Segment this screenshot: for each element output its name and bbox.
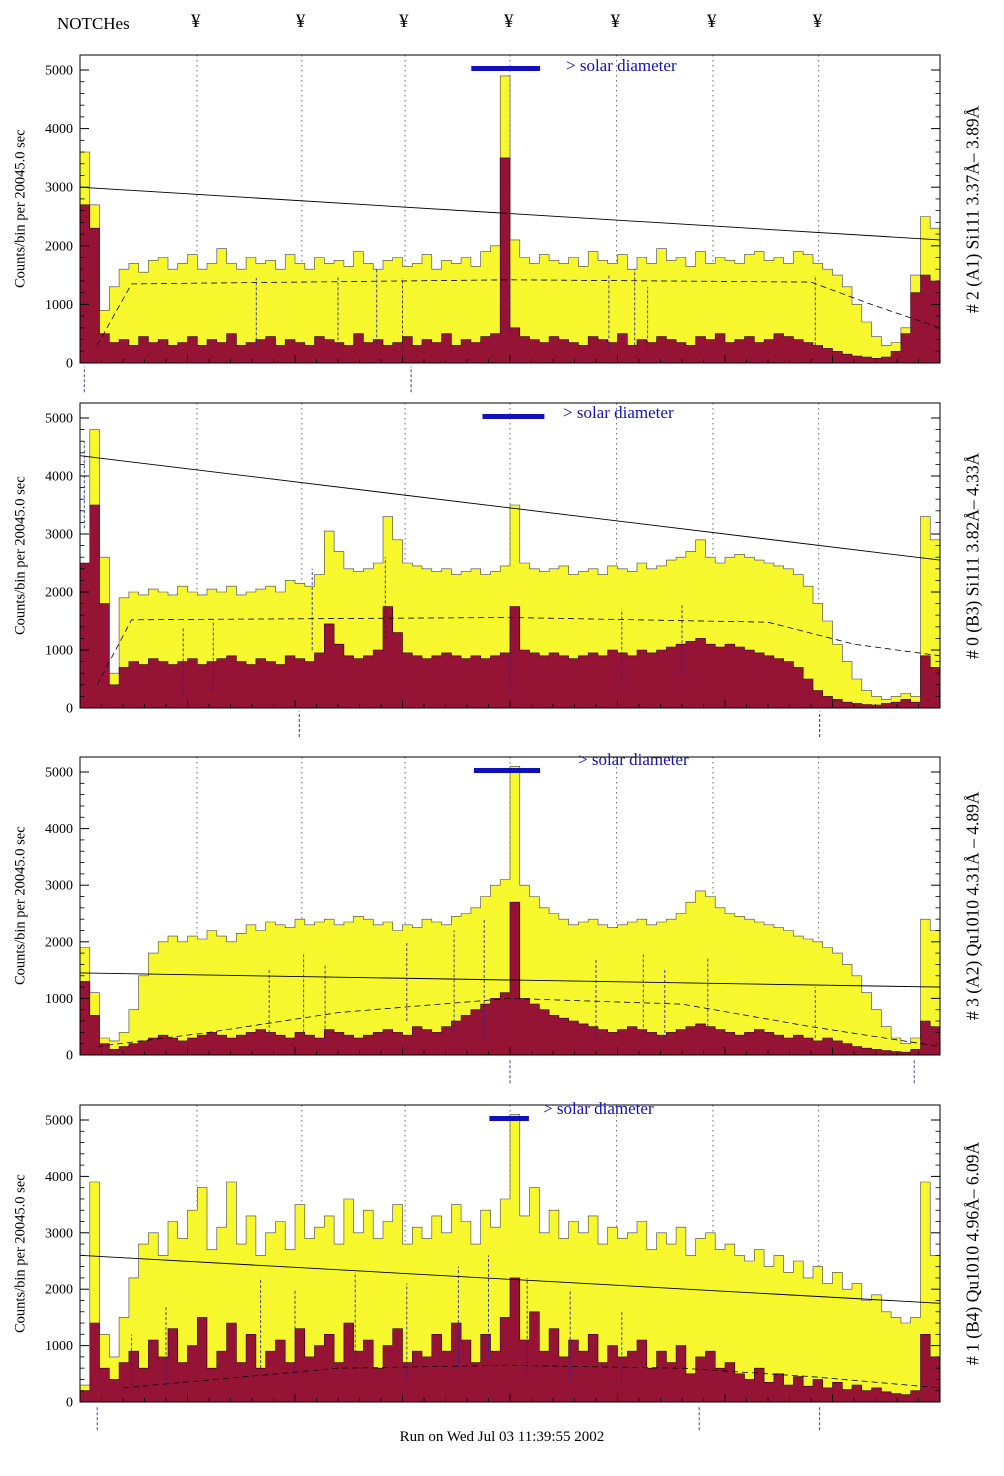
notch-symbol-5: ¥	[610, 11, 621, 32]
dashed-baseline-curve	[97, 997, 941, 1047]
trend-line	[79, 186, 941, 241]
panel-3-plot: 0 1000 2000 3000 4000 5000	[45, 756, 941, 1084]
solar-diameter-bar	[471, 66, 541, 71]
y-tick-label: 1000	[45, 1339, 73, 1354]
solar-diameter-label-panel-4: > solar diameter	[543, 1099, 654, 1118]
solar-diameter-bar	[473, 768, 541, 773]
panel-4-plot: 0 1000 2000 3000 4000 5000	[45, 1104, 941, 1431]
y-tick-label: 4000	[45, 470, 73, 485]
y-tick-label: 5000	[45, 412, 73, 427]
y-tick-label: 3000	[45, 528, 73, 543]
y-tick-label: 2000	[45, 586, 73, 601]
y-tick-label: 5000	[45, 766, 73, 781]
notch-symbol-7: ¥	[812, 11, 823, 32]
notch-symbol-4: ¥	[504, 11, 514, 32]
y-tick-label: 3000	[45, 879, 73, 894]
y-tick-label: 1000	[45, 298, 73, 313]
background-spectrum-histogram	[79, 504, 941, 709]
background-spectrum-histogram	[79, 901, 941, 1056]
channel-label-panel-3: # 3 (A2) Qu1010 4.31Å – 4.89Å	[962, 791, 983, 1021]
panel-1-plot: 0 1000 2000 3000 4000 5000	[45, 54, 941, 393]
y-tick-label: 4000	[45, 1170, 73, 1185]
y-axis-label-panel-4: Counts/bin per 20045.0 sec	[12, 1174, 29, 1333]
y-axis-label-panel-1: Counts/bin per 20045.0 sec	[12, 129, 29, 289]
run-timestamp: Run on Wed Jul 03 11:39:55 2002	[399, 1429, 605, 1445]
notch-symbol-3: ¥	[399, 11, 409, 32]
dashed-baseline-curve	[96, 617, 941, 685]
y-tick-label: 1000	[45, 644, 73, 659]
solar-diameter-label-panel-3: > solar diameter	[578, 750, 689, 769]
trend-line	[79, 972, 941, 988]
panel-2-plot: 0 1000 2000 3000 4000 5000	[45, 402, 941, 737]
y-tick-label: 0	[66, 1396, 73, 1411]
y-tick-label: 1000	[45, 992, 73, 1007]
dashed-baseline-curve	[122, 1364, 941, 1389]
y-tick-label: 5000	[45, 1114, 73, 1129]
solar-diameter-label-panel-1: > solar diameter	[566, 56, 677, 75]
notch-symbol-1: ¥	[190, 11, 201, 32]
y-tick-label: 2000	[45, 1283, 73, 1298]
y-tick-label: 2000	[45, 935, 73, 950]
y-tick-label: 5000	[45, 64, 73, 79]
y-tick-label: 0	[66, 702, 73, 717]
notch-symbol-2: ¥	[295, 11, 306, 32]
y-tick-label: 4000	[45, 822, 73, 837]
notch-symbol-6: ¥	[706, 11, 717, 32]
solar-diameter-label-panel-2: > solar diameter	[563, 403, 674, 422]
channel-label-panel-2: # 0 (B3) Si111 3.82Å– 4.33Å	[962, 452, 983, 659]
y-axis-label-panel-2: Counts/bin per 20045.0 sec	[12, 476, 29, 635]
solar-diameter-bar	[489, 1116, 529, 1121]
y-axis-label-panel-3: Counts/bin per 20045.0 sec	[12, 826, 29, 986]
trend-line	[79, 455, 941, 561]
y-tick-label: 3000	[45, 181, 73, 196]
trend-line	[79, 1254, 941, 1304]
channel-label-panel-4: # 1 (B4) Qu1010 4.96Å– 6.09Å	[962, 1141, 983, 1366]
total-spectrum-histogram	[79, 429, 941, 709]
channel-label-panel-1: # 2 (A1) Si111 3.37Å– 3.89Å	[962, 105, 983, 313]
y-tick-label: 4000	[45, 122, 73, 137]
solar-diameter-bar	[482, 414, 545, 419]
notches-label: NOTCHes	[57, 14, 130, 33]
y-tick-label: 0	[66, 1049, 73, 1064]
y-tick-label: 0	[66, 357, 73, 372]
y-tick-label: 2000	[45, 239, 73, 254]
y-tick-label: 3000	[45, 1226, 73, 1241]
